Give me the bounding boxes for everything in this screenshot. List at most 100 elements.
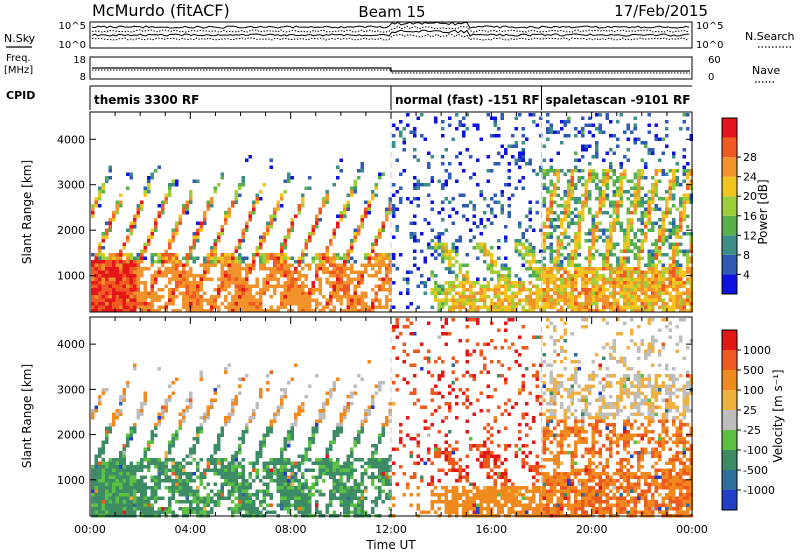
heatmap-cell: [262, 465, 266, 469]
heatmap-cell: [637, 263, 641, 267]
heatmap-cell: [367, 360, 371, 364]
heatmap-cell: [231, 267, 235, 271]
heatmap-cell: [332, 281, 336, 285]
heatmap-cell: [430, 239, 434, 243]
heatmap-cell: [290, 218, 294, 222]
heatmap-cell: [668, 277, 672, 281]
heatmap-cell: [196, 468, 200, 472]
heatmap-cell: [444, 148, 448, 152]
heatmap-cell: [224, 263, 228, 267]
heatmap-cell: [672, 263, 676, 267]
heatmap-cell: [686, 232, 690, 236]
heatmap-cell: [308, 444, 312, 448]
heatmap-cell: [154, 461, 158, 465]
heatmap-cell: [598, 277, 602, 281]
heatmap-cell: [108, 305, 112, 309]
heatmap-cell: [276, 486, 280, 490]
heatmap-cell: [136, 507, 140, 511]
heatmap-cell: [689, 302, 693, 306]
heatmap-cell: [126, 381, 130, 385]
heatmap-cell: [563, 200, 567, 204]
heatmap-cell: [465, 148, 469, 152]
heatmap-cell: [486, 305, 490, 309]
heatmap-cell: [665, 228, 669, 232]
heatmap-cell: [567, 169, 571, 173]
heatmap-cell: [224, 465, 228, 469]
heatmap-cell: [539, 305, 543, 309]
heatmap-cell: [633, 302, 637, 306]
heatmap-cell: [507, 211, 511, 215]
heatmap-cell: [192, 281, 196, 285]
heatmap-cell: [553, 277, 557, 281]
heatmap-cell: [560, 295, 564, 299]
heatmap-cell: [332, 440, 336, 444]
heatmap-cell: [336, 295, 340, 299]
heatmap-cell: [532, 267, 536, 271]
heatmap-cell: [385, 288, 389, 292]
heatmap-cell: [507, 281, 511, 285]
heatmap-cell: [129, 475, 133, 479]
heatmap-cell: [483, 302, 487, 306]
heatmap-cell: [185, 500, 189, 504]
heatmap-cell: [234, 475, 238, 479]
heatmap-cell: [115, 200, 119, 204]
heatmap-cell: [112, 458, 116, 462]
heatmap-cell: [647, 148, 651, 152]
heatmap-cell: [612, 172, 616, 176]
heatmap-cell: [206, 409, 210, 413]
heatmap-cell: [665, 253, 669, 257]
heatmap-cell: [658, 277, 662, 281]
heatmap-cell: [525, 249, 529, 253]
heatmap-cell: [238, 507, 242, 511]
heatmap-cell: [252, 253, 256, 257]
heatmap-cell: [294, 288, 298, 292]
heatmap-cell: [570, 183, 574, 187]
heatmap-cell: [392, 193, 396, 197]
heatmap-cell: [469, 228, 473, 232]
heatmap-cell: [385, 305, 389, 309]
heatmap-cell: [556, 256, 560, 260]
heatmap-cell: [539, 260, 543, 264]
heatmap-cell: [287, 281, 291, 285]
heatmap-cell: [157, 479, 161, 483]
heatmap-cell: [504, 183, 508, 187]
heatmap-cell: [511, 281, 515, 285]
heatmap-cell: [682, 155, 686, 159]
heatmap-cell: [525, 267, 529, 271]
heatmap-cell: [126, 267, 130, 271]
heatmap-cell: [255, 461, 259, 465]
heatmap-cell: [266, 475, 270, 479]
heatmap-cell: [490, 260, 494, 264]
heatmap-cell: [108, 468, 112, 472]
heatmap-cell: [357, 510, 361, 514]
heatmap-cell: [203, 218, 207, 222]
heatmap-cell: [616, 207, 620, 211]
heatmap-cell: [385, 263, 389, 267]
heatmap-cell: [126, 479, 130, 483]
heatmap-cell: [651, 207, 655, 211]
heatmap-cell: [577, 225, 581, 229]
heatmap-cell: [626, 302, 630, 306]
heatmap-cell: [217, 493, 221, 497]
heatmap-cell: [119, 288, 123, 292]
heatmap-cell: [259, 447, 263, 451]
heatmap-cell: [259, 479, 263, 483]
heatmap-cell: [350, 309, 354, 313]
heatmap-cell: [448, 298, 452, 302]
heatmap-cell: [227, 260, 231, 264]
heatmap-cell: [329, 496, 333, 500]
heatmap-cell: [437, 239, 441, 243]
heatmap-cell: [339, 416, 343, 420]
heatmap-cell: [105, 235, 109, 239]
heatmap-cell: [619, 263, 623, 267]
heatmap-cell: [528, 249, 532, 253]
heatmap-cell: [133, 295, 137, 299]
heatmap-cell: [301, 475, 305, 479]
heatmap-cell: [350, 451, 354, 455]
heatmap-cell: [241, 260, 245, 264]
heatmap-cell: [413, 263, 417, 267]
heatmap-cell: [479, 288, 483, 292]
heatmap-cell: [560, 267, 564, 271]
heatmap-cell: [119, 253, 123, 257]
heatmap-cell: [126, 510, 130, 514]
